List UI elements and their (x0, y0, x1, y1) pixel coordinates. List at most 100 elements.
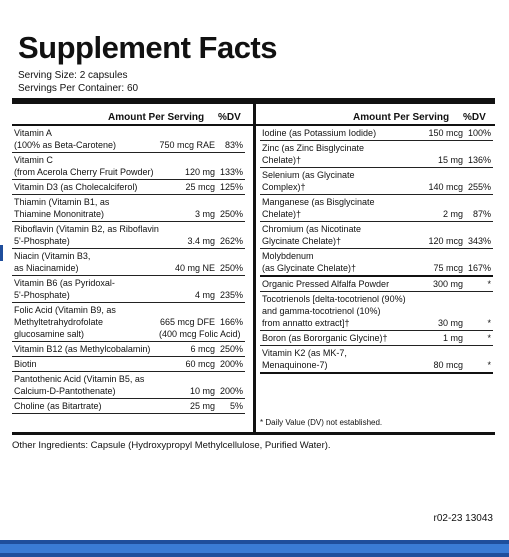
dv-footnote: * Daily Value (DV) not established. (260, 418, 383, 427)
amount-per-serving: 60 mcg (185, 359, 215, 369)
nutrient-row: Zinc (as Zinc Bisglycinate Chelate)† 15 mg… (260, 141, 493, 168)
daily-value: 343% (467, 236, 491, 246)
nutrient-name: from annatto extract]† (262, 318, 350, 328)
daily-value: 133% (219, 167, 243, 177)
nutrient-row: Tocotrienols [delta-tocotrienol (90%) and… (260, 292, 493, 331)
nutrient-name: Complex)† (262, 182, 306, 192)
nutrient-name: Folic Acid (Vitamin B9, as (14, 305, 116, 315)
amount-per-serving: 6 mcg (190, 344, 215, 354)
amount-per-serving: 25 mg (189, 401, 215, 411)
daily-value: 235% (219, 290, 243, 300)
nutrient-row: Choline (as Bitartrate) 25 mg 5% (12, 399, 245, 414)
nutrient-name: Riboflavin (Vitamin B2, as Riboflavin- (14, 224, 159, 234)
nutrient-row: Selenium (as Glycinate Complex)† 140 mcg 25… (260, 168, 493, 195)
column-divider (253, 100, 256, 432)
nutrient-name: Methyltetrahydrofolate (14, 317, 104, 327)
nutrient-row: Folic Acid (Vitamin B9, as Methyltetrahyd… (12, 303, 245, 342)
nutrient-name: Chromium (as Nicotinate (262, 224, 362, 234)
amount-per-serving (411, 250, 463, 262)
nutrient-row: Vitamin K2 (as MK-7, Menaquinone-7) 80 mcg… (260, 346, 493, 374)
daily-value: 250% (219, 263, 243, 273)
daily-value (215, 304, 243, 316)
amount-per-serving: 120 mg (184, 167, 215, 177)
amount-per-serving (411, 347, 463, 359)
nutrient-name: glucosamine salt) (14, 329, 85, 339)
amount-per-serving (411, 305, 463, 317)
daily-value: 166% (219, 317, 243, 327)
amount-per-serving: 750 mcg RAE (159, 140, 215, 150)
nutrient-name: Biotin (14, 359, 37, 369)
amount-per-serving: 3 mg (194, 209, 215, 219)
nutrient-name: (as Glycinate Chelate)† (262, 263, 357, 273)
daily-value: 250% (219, 344, 243, 354)
daily-value: 250% (219, 209, 243, 219)
bottom-band (0, 540, 509, 557)
amount-per-serving: 25 mcg (185, 182, 215, 192)
amount-per-serving (411, 142, 463, 154)
daily-value (463, 142, 491, 154)
daily-value (463, 169, 491, 181)
amount-per-serving: 120 mcg (428, 236, 463, 246)
nutrient-name: Organic Pressed Alfalfa Powder (262, 279, 390, 289)
nutrient-row: Vitamin D3 (as Cholecalciferol) 25 mcg 125… (12, 180, 245, 195)
right-amount-header: Amount Per Serving (353, 112, 450, 123)
nutrient-name: Vitamin D3 (as Cholecalciferol) (14, 182, 138, 192)
daily-value (215, 277, 243, 289)
daily-value (215, 250, 243, 262)
daily-value (215, 127, 243, 139)
amount-per-serving: 300 mg (432, 279, 463, 289)
edge-marker (0, 245, 3, 261)
daily-value (463, 305, 491, 317)
nutrient-row: Vitamin C (from Acerola Cherry Fruit Powd… (12, 153, 245, 180)
amount-per-serving (411, 196, 463, 208)
nutrient-name: Choline (as Bitartrate) (14, 401, 102, 411)
nutrient-name: Vitamin K2 (as MK-7, (262, 348, 347, 358)
bottom-rule (12, 432, 495, 435)
amount-per-serving (159, 250, 215, 262)
nutrient-name: Vitamin B6 (as Pyridoxal- (14, 278, 115, 288)
daily-value (463, 250, 491, 262)
nutrient-name: Iodine (as Potassium Iodide) (262, 128, 377, 138)
amount-per-serving: 40 mg NE (174, 263, 215, 273)
nutrient-name: Pantothenic Acid (Vitamin B5, as (14, 374, 145, 384)
daily-value (463, 223, 491, 235)
amount-per-serving (159, 154, 215, 166)
daily-value: 255% (467, 182, 491, 192)
amount-per-serving: 15 mg (437, 155, 463, 165)
daily-value: * (487, 333, 491, 343)
daily-value (463, 293, 491, 305)
right-nutrient-column: Iodine (as Potassium Iodide) 150 mcg 100% Z… (260, 126, 493, 374)
left-dv-header: %DV (218, 112, 241, 123)
amount-per-serving (411, 223, 463, 235)
right-dv-header: %DV (463, 112, 486, 123)
daily-value: 87% (472, 209, 491, 219)
nutrient-name: (100% as Beta-Carotene) (14, 140, 117, 150)
amount-per-serving: 1 mg (442, 333, 463, 343)
nutrient-name: Thiamin (Vitamin B1, as (14, 197, 110, 207)
amount-per-serving: 80 mcg (433, 360, 463, 370)
daily-value (463, 347, 491, 359)
daily-value: 83% (224, 140, 243, 150)
nutrient-name: Chelate)† (262, 209, 302, 219)
nutrient-name: Zinc (as Zinc Bisglycinate (262, 143, 365, 153)
nutrient-name: 5'-Phosphate) (14, 236, 70, 246)
daily-value (215, 328, 243, 340)
nutrient-name: Tocotrienols [delta-tocotrienol (90%) (262, 294, 406, 304)
amount-per-serving (159, 223, 215, 235)
nutrient-row: Niacin (Vitamin B3, as Niacinamide) 40 mg … (12, 249, 245, 276)
amount-per-serving (159, 373, 215, 385)
nutrient-name: (from Acerola Cherry Fruit Powder) (14, 167, 154, 177)
daily-value: 5% (229, 401, 243, 411)
daily-value: * (487, 279, 491, 289)
amount-per-serving: 3.4 mg (187, 236, 215, 246)
daily-value: * (487, 318, 491, 328)
nutrient-name: Vitamin A (14, 128, 52, 138)
supplement-facts-panel: Supplement Facts Serving Size: 2 capsule… (8, 20, 499, 542)
amount-per-serving (411, 293, 463, 305)
daily-value: 136% (467, 155, 491, 165)
panel-title: Supplement Facts (18, 30, 278, 65)
daily-value: 200% (219, 359, 243, 369)
nutrient-name: Molybdenum (262, 251, 314, 261)
daily-value (215, 196, 243, 208)
amount-per-serving: 75 mcg (433, 263, 463, 273)
